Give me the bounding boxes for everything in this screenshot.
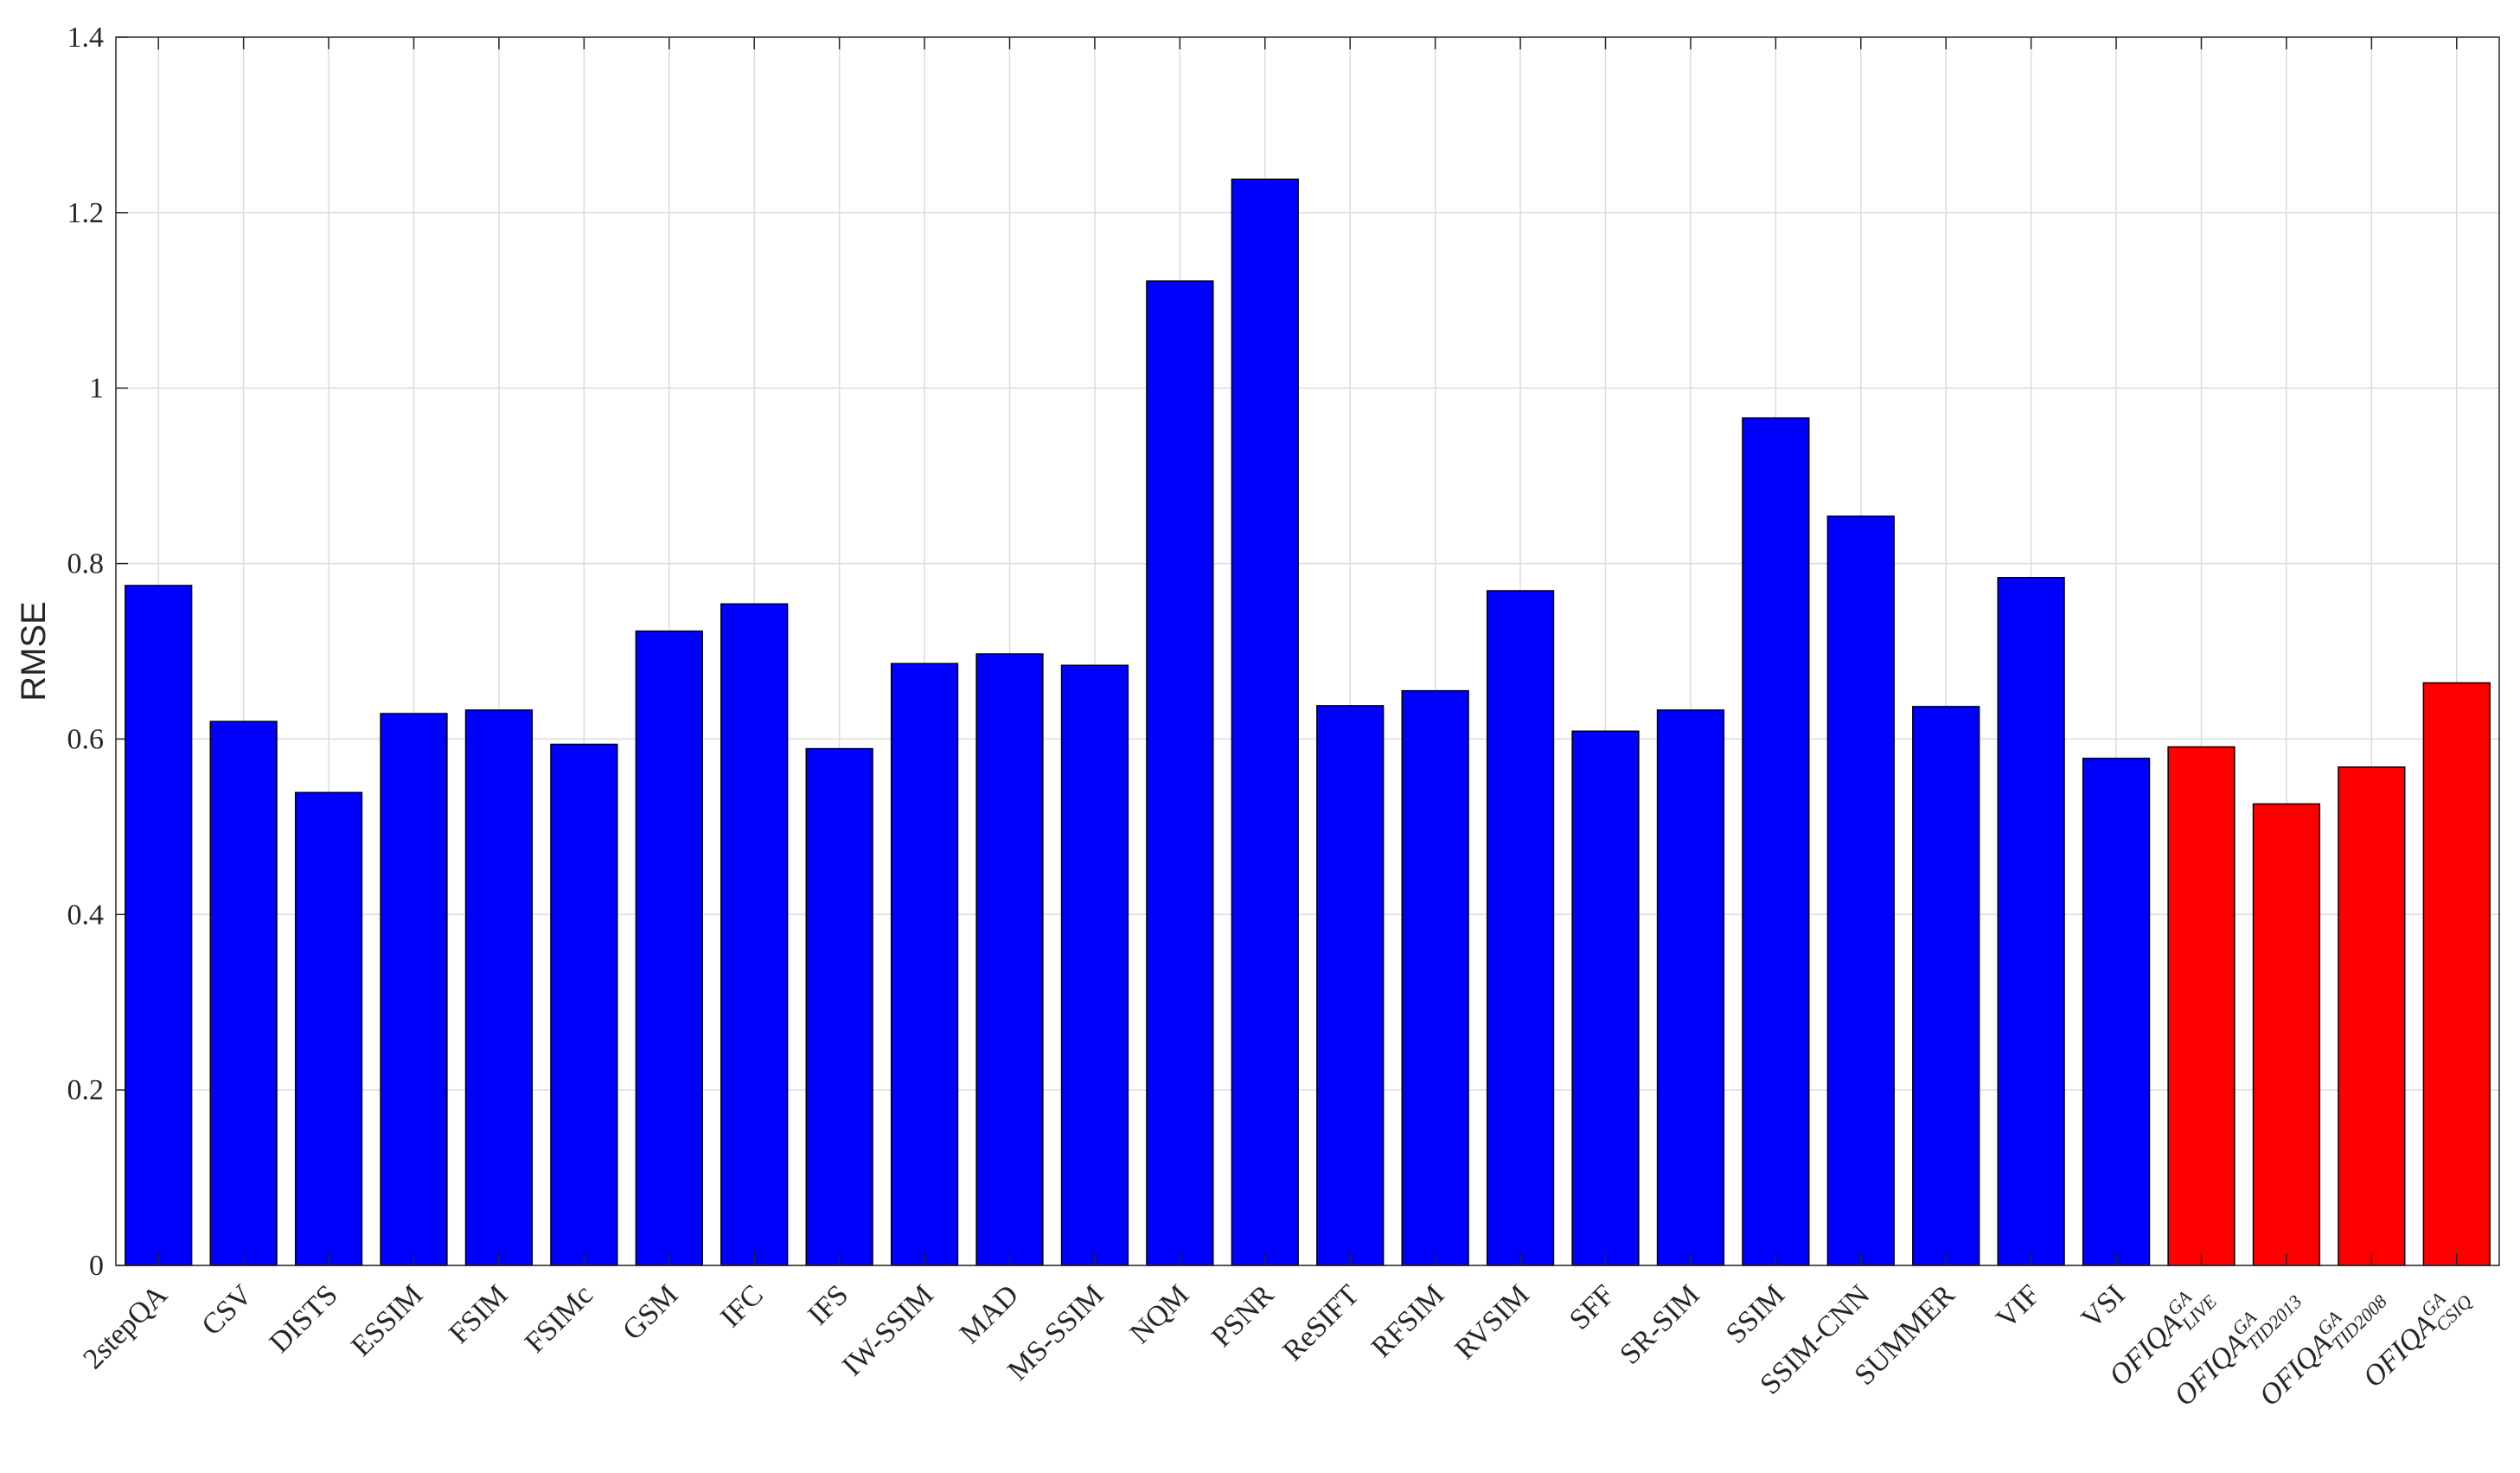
x-tick-label: VIF — [1990, 1278, 2046, 1335]
y-tick-label: 0 — [89, 1250, 104, 1282]
bar — [380, 713, 448, 1266]
bar — [1486, 590, 1555, 1266]
bar — [1231, 178, 1299, 1266]
bar — [1571, 730, 1640, 1266]
x-tick-label: FSIM — [443, 1278, 514, 1349]
bar — [635, 630, 703, 1266]
bar — [720, 603, 789, 1266]
bar — [209, 720, 278, 1266]
x-tick-label: CSV — [195, 1278, 259, 1342]
bar — [2082, 757, 2151, 1266]
label-base: OFIQA — [2168, 1328, 2253, 1412]
bar — [1146, 280, 1214, 1266]
bar — [805, 747, 873, 1266]
bar — [1401, 689, 1469, 1266]
y-axis-label: RMSE — [15, 601, 53, 701]
bar — [125, 585, 193, 1266]
x-tick-label: GSM — [617, 1278, 684, 1346]
bar — [464, 709, 534, 1266]
x-tick-label: IFC — [714, 1278, 770, 1334]
x-tick-label: ReSIFT — [1277, 1278, 1366, 1367]
x-tick-label: ESSIM — [345, 1278, 429, 1362]
bar — [2252, 803, 2321, 1266]
x-tick-label: PSNR — [1206, 1278, 1281, 1354]
y-tick-label: 0.8 — [67, 548, 105, 580]
bar — [2167, 746, 2235, 1266]
plot-frame — [115, 36, 2500, 1266]
bar — [550, 743, 618, 1266]
x-tick-label: 2stepQA — [77, 1278, 174, 1375]
x-tick-label: IFS — [802, 1278, 854, 1331]
x-tick-label: OFIQATID2008GA — [2250, 1276, 2391, 1417]
y-tick-label: 0.4 — [67, 899, 105, 931]
x-tick-label: SR-SIM — [1614, 1278, 1705, 1370]
bar — [1316, 705, 1385, 1266]
bar — [1060, 664, 1129, 1266]
y-tick-label: 1.4 — [67, 22, 105, 54]
x-tick-label: DISTS — [264, 1278, 344, 1359]
bar — [1826, 516, 1895, 1266]
x-tick-label: RVSIM — [1449, 1278, 1535, 1365]
bar — [2422, 682, 2491, 1266]
label-base: OFIQA — [2103, 1307, 2188, 1392]
bar — [975, 653, 1044, 1266]
x-tick-label: FSIMc — [519, 1278, 599, 1359]
y-tick-label: 1.2 — [67, 197, 105, 229]
x-tick-label: MAD — [954, 1278, 1025, 1349]
bar — [1742, 417, 1810, 1266]
bar — [1656, 709, 1725, 1266]
bar — [294, 791, 363, 1266]
x-tick-label: NQM — [1124, 1278, 1195, 1349]
y-tick-label: 1 — [89, 373, 104, 405]
x-tick-label: RFSIM — [1366, 1278, 1450, 1363]
bar — [1912, 706, 1980, 1266]
bar — [1997, 577, 2065, 1266]
x-tick-label: IW-SSIM — [836, 1278, 940, 1382]
bar — [890, 663, 959, 1266]
y-tick-label: 0.6 — [67, 723, 105, 755]
y-tick-label: 0.2 — [67, 1074, 105, 1106]
x-tick-label: SFF — [1564, 1278, 1621, 1335]
x-tick-label: SSIM — [1720, 1278, 1791, 1349]
x-tick-label: VSI — [2075, 1278, 2132, 1335]
bar — [2338, 766, 2406, 1266]
